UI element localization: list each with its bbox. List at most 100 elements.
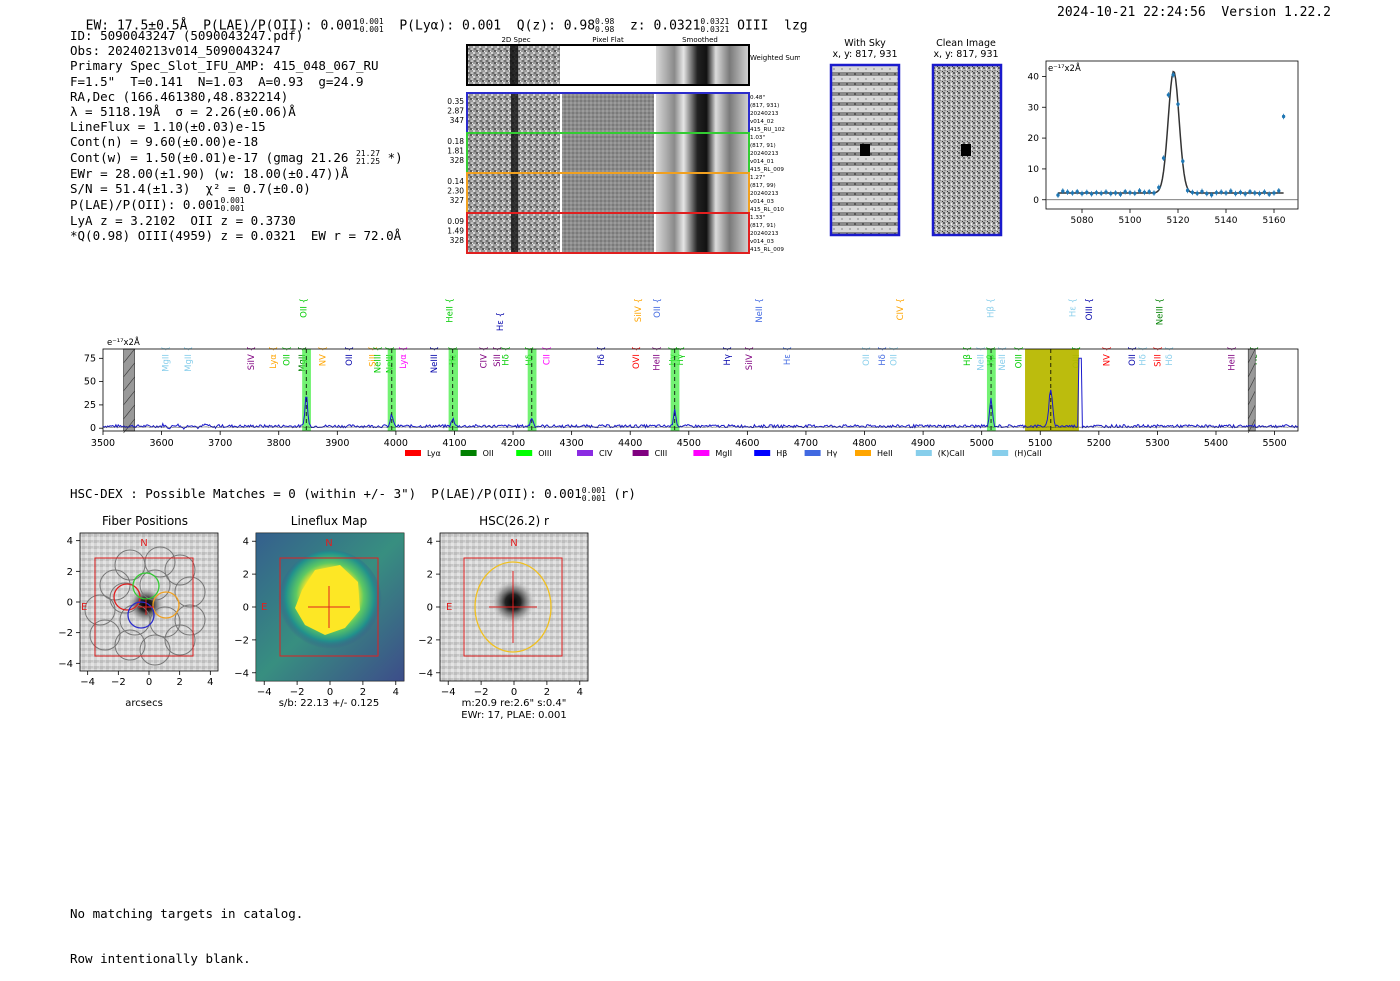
cutout-num: 0.18 xyxy=(447,137,464,146)
line-label: Hδ { xyxy=(597,346,607,366)
legend-swatch xyxy=(915,450,932,456)
cutout-meta: v014_02 xyxy=(750,119,774,125)
highlight-band xyxy=(986,349,996,431)
weighted-sum-row: Weighted Sum xyxy=(466,44,800,86)
legend-swatch xyxy=(516,450,533,456)
spectrum-line xyxy=(102,357,1299,430)
spectrum-axes: 3500 3600 3700 3800 3900 4000 4100 4200 4300 4400… xyxy=(84,353,1287,449)
legend-swatch xyxy=(405,450,421,456)
hsc-xtick-label: 2 xyxy=(544,687,550,698)
line-label: OVI { xyxy=(632,346,642,369)
line-label: OII { xyxy=(1128,346,1138,366)
line-label: OII { xyxy=(299,298,309,318)
fit-xtick-label: 5120 xyxy=(1167,216,1190,226)
fit-point xyxy=(1099,191,1103,195)
hsc-ytick-label: −2 xyxy=(418,635,433,646)
spec-ytick-label: 25 xyxy=(84,400,96,411)
header-line-name: OIII xyxy=(737,18,769,34)
cutout-frame xyxy=(466,212,750,254)
fit-point xyxy=(1238,190,1243,195)
hsc-dex-title: HSC-DEX : Possible Matches = 0 (within +… xyxy=(70,485,636,503)
line-label: MgII { xyxy=(184,346,194,372)
spectral-line-labels: MgII {MgII {SiIV {Lyα {OII {MgII {OII {N… xyxy=(162,298,1260,373)
line-label: MgII { xyxy=(162,346,172,372)
clean-image-title: Clean Image x, y: 817, 931 xyxy=(933,38,999,60)
hsc-xtick-label: −2 xyxy=(290,687,305,698)
line-label: SiII { xyxy=(493,346,503,367)
line-label: SiIV { xyxy=(634,298,644,322)
cutout-meta: 415_RU_102 xyxy=(750,127,785,133)
masked-hatch xyxy=(123,362,135,378)
legend-swatch xyxy=(693,450,710,456)
panel3-xlabel1: m:20.9 re:2.6" s:0.4" xyxy=(462,698,567,709)
fit-point xyxy=(1061,189,1065,193)
line-label: OII { xyxy=(862,346,872,366)
line-label: OIII { xyxy=(1015,346,1025,368)
line-label: Lyα { xyxy=(269,346,279,369)
spec-xtick-label: 5500 xyxy=(1262,438,1286,449)
panel1-compass-n: N xyxy=(140,538,147,549)
legend-label: CIII xyxy=(655,449,668,458)
cutout-2dspec-signal xyxy=(511,94,518,132)
line-label: HeII { xyxy=(1228,346,1238,371)
legend-swatch xyxy=(855,450,871,456)
cutout-meta: 1.03" xyxy=(750,135,765,141)
line-label: SiII { xyxy=(368,346,378,367)
info-contn: Cont(n) = 9.60(±0.00)e-18 xyxy=(70,134,259,150)
info-plae: P(LAE)/P(OII): 0.001 0.001 0.001 xyxy=(70,196,245,214)
catalog-note: No matching targets in catalog. Row inte… xyxy=(70,876,303,981)
line-label: CIV { xyxy=(896,298,906,320)
spec-ytick-label: 0 xyxy=(90,423,96,434)
cutout-meta: 1.27" xyxy=(750,175,765,181)
line-label: OII { xyxy=(282,346,292,366)
legend-label: Lyα xyxy=(427,449,441,458)
spec-xtick-label: 4800 xyxy=(852,438,876,449)
header-ew: EW: 17.5±0.5Å xyxy=(85,18,188,34)
fit-point xyxy=(1056,193,1060,197)
line-label: Hδ { xyxy=(1165,346,1175,366)
fit-point xyxy=(1147,190,1151,194)
highlight-band xyxy=(1025,349,1079,431)
masked-hatch xyxy=(1247,348,1256,364)
line-label: NV { xyxy=(1102,346,1112,366)
hsc-ytick-label: 4 xyxy=(67,536,73,547)
spectrum-bands xyxy=(123,348,1256,434)
spec-cutouts: 2D Spec Pixel Flat Smoothed Weighted Sum… xyxy=(447,36,800,254)
fit-point xyxy=(1065,190,1070,194)
cutout-2dspec-signal xyxy=(511,174,518,212)
hsc-xtick-label: 0 xyxy=(511,687,517,698)
fit-point xyxy=(1176,102,1180,106)
header-qz: Q(z): 0.98 xyxy=(516,18,596,34)
fit-point xyxy=(1152,191,1156,195)
hsc-xtick-label: 0 xyxy=(146,677,152,688)
cutout-meta: v014_03 xyxy=(750,199,774,205)
footer-line1: No matching targets in catalog. xyxy=(70,906,304,921)
masked-hatch xyxy=(1247,390,1256,406)
hsc-ytick-label: 4 xyxy=(243,537,249,548)
fit-point xyxy=(1142,190,1147,195)
spec-xtick-label: 4000 xyxy=(384,438,408,449)
cutout-pixelflat xyxy=(562,214,654,252)
cutout-meta: 20240213 xyxy=(750,231,779,237)
line-label: NeIII { xyxy=(374,346,384,373)
cutout-2dspec-signal xyxy=(511,214,518,252)
panel2-compass-e: E xyxy=(261,602,267,613)
cutout-2dspec-signal xyxy=(511,134,518,172)
info-primary: Primary Spec_Slot_IFU_AMP: 415_048_067_R… xyxy=(70,58,379,74)
legend-swatch xyxy=(992,450,1009,456)
spec-xtick-label: 5300 xyxy=(1145,438,1169,449)
fiber-circles xyxy=(84,546,206,666)
hsc-xtick-label: −4 xyxy=(441,687,456,698)
hsc-ytick-label: 0 xyxy=(427,603,433,614)
fit-point xyxy=(1229,189,1233,193)
fit-point xyxy=(1281,114,1286,119)
fit-ytick-label: 40 xyxy=(1028,72,1040,82)
hsc-axis-ticks: −4 −4 −2 −2 0 0 2 2 4 4 −4 −4 −2 −2 0 0 2 2 4 4 −4 −4 −2 −2 0 0 2 2… xyxy=(58,536,583,698)
legend-label: Hγ xyxy=(827,449,838,458)
panel1-xlabel: arcsecs xyxy=(125,698,163,709)
fit-xtick-label: 5140 xyxy=(1215,216,1238,226)
hsc-ytick-label: 0 xyxy=(243,603,249,614)
fit-ytick-label: 20 xyxy=(1028,134,1040,144)
